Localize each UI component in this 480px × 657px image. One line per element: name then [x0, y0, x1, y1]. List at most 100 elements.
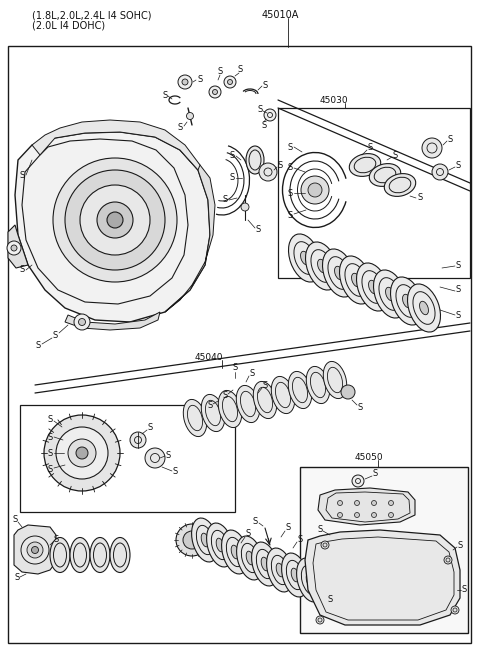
Text: S: S [392, 150, 397, 160]
Text: S: S [207, 401, 213, 409]
Circle shape [44, 415, 120, 491]
Text: S: S [19, 265, 24, 275]
Ellipse shape [288, 371, 312, 409]
Circle shape [76, 447, 88, 459]
Ellipse shape [216, 538, 224, 552]
Circle shape [209, 86, 221, 98]
Polygon shape [14, 525, 56, 574]
Circle shape [337, 501, 343, 505]
Ellipse shape [218, 390, 242, 428]
Text: S: S [257, 106, 263, 114]
Circle shape [308, 183, 322, 197]
Ellipse shape [183, 399, 207, 436]
Ellipse shape [408, 284, 441, 332]
Text: 45030: 45030 [320, 96, 348, 105]
Text: S: S [217, 68, 223, 76]
Circle shape [372, 512, 376, 518]
Text: S: S [12, 516, 18, 524]
Text: S: S [288, 189, 293, 198]
Polygon shape [15, 132, 210, 322]
Circle shape [241, 203, 249, 211]
Polygon shape [8, 225, 28, 268]
Ellipse shape [306, 573, 314, 587]
Circle shape [228, 79, 232, 85]
Ellipse shape [339, 256, 372, 304]
Circle shape [301, 176, 329, 204]
Text: S: S [418, 194, 422, 202]
Text: S: S [48, 432, 53, 442]
Text: S: S [147, 424, 153, 432]
Text: S: S [456, 286, 461, 294]
Circle shape [264, 109, 276, 121]
Text: S: S [53, 535, 59, 545]
Ellipse shape [349, 154, 381, 176]
Circle shape [68, 439, 96, 467]
Circle shape [130, 432, 146, 448]
Text: S: S [317, 526, 323, 535]
Ellipse shape [201, 533, 209, 547]
Ellipse shape [385, 287, 395, 301]
Bar [300, 467, 468, 633]
Ellipse shape [324, 361, 347, 399]
Text: (2.0L I4 DOHC): (2.0L I4 DOHC) [32, 21, 105, 31]
Circle shape [444, 556, 452, 564]
Circle shape [187, 112, 193, 120]
Circle shape [56, 427, 108, 479]
Bar [20, 405, 235, 512]
Ellipse shape [271, 376, 295, 413]
Text: S: S [252, 518, 258, 526]
Ellipse shape [110, 537, 130, 572]
Ellipse shape [266, 548, 293, 592]
Circle shape [53, 158, 177, 282]
Polygon shape [318, 488, 415, 525]
Ellipse shape [420, 302, 429, 315]
Ellipse shape [373, 270, 407, 318]
Ellipse shape [231, 545, 239, 559]
Text: S: S [238, 66, 242, 74]
Text: S: S [232, 363, 238, 373]
Circle shape [321, 541, 329, 549]
Circle shape [80, 185, 150, 255]
Ellipse shape [282, 553, 309, 597]
Text: S: S [358, 403, 362, 411]
Ellipse shape [201, 394, 225, 432]
Text: S: S [197, 74, 203, 83]
Polygon shape [65, 312, 160, 330]
Text: S: S [372, 470, 378, 478]
Text: S: S [229, 173, 235, 183]
Ellipse shape [357, 263, 389, 311]
Circle shape [341, 385, 355, 399]
Circle shape [355, 512, 360, 518]
Ellipse shape [306, 367, 330, 403]
Ellipse shape [222, 530, 249, 574]
Text: S: S [250, 369, 254, 378]
Ellipse shape [237, 536, 264, 580]
Text: S: S [456, 311, 461, 319]
Circle shape [259, 163, 277, 181]
Ellipse shape [206, 523, 233, 567]
Polygon shape [305, 530, 460, 625]
Circle shape [388, 501, 394, 505]
Circle shape [422, 138, 442, 158]
Ellipse shape [323, 249, 356, 297]
Circle shape [316, 616, 324, 624]
Ellipse shape [351, 273, 360, 286]
Circle shape [372, 501, 376, 505]
Ellipse shape [192, 518, 218, 562]
Text: 45010A: 45010A [262, 10, 300, 20]
Ellipse shape [291, 568, 299, 582]
Ellipse shape [300, 251, 310, 265]
Circle shape [65, 170, 165, 270]
Text: S: S [263, 382, 268, 390]
Text: S: S [255, 225, 261, 235]
Ellipse shape [312, 563, 338, 607]
Ellipse shape [297, 558, 324, 602]
Circle shape [183, 531, 201, 549]
Text: S: S [457, 541, 463, 549]
Circle shape [355, 501, 360, 505]
Ellipse shape [318, 260, 326, 273]
Ellipse shape [369, 164, 401, 187]
Text: S: S [456, 160, 461, 170]
Text: S: S [222, 390, 228, 399]
Ellipse shape [70, 537, 90, 572]
